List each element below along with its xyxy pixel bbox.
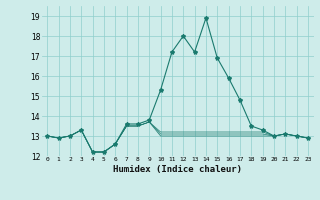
X-axis label: Humidex (Indice chaleur): Humidex (Indice chaleur) — [113, 165, 242, 174]
